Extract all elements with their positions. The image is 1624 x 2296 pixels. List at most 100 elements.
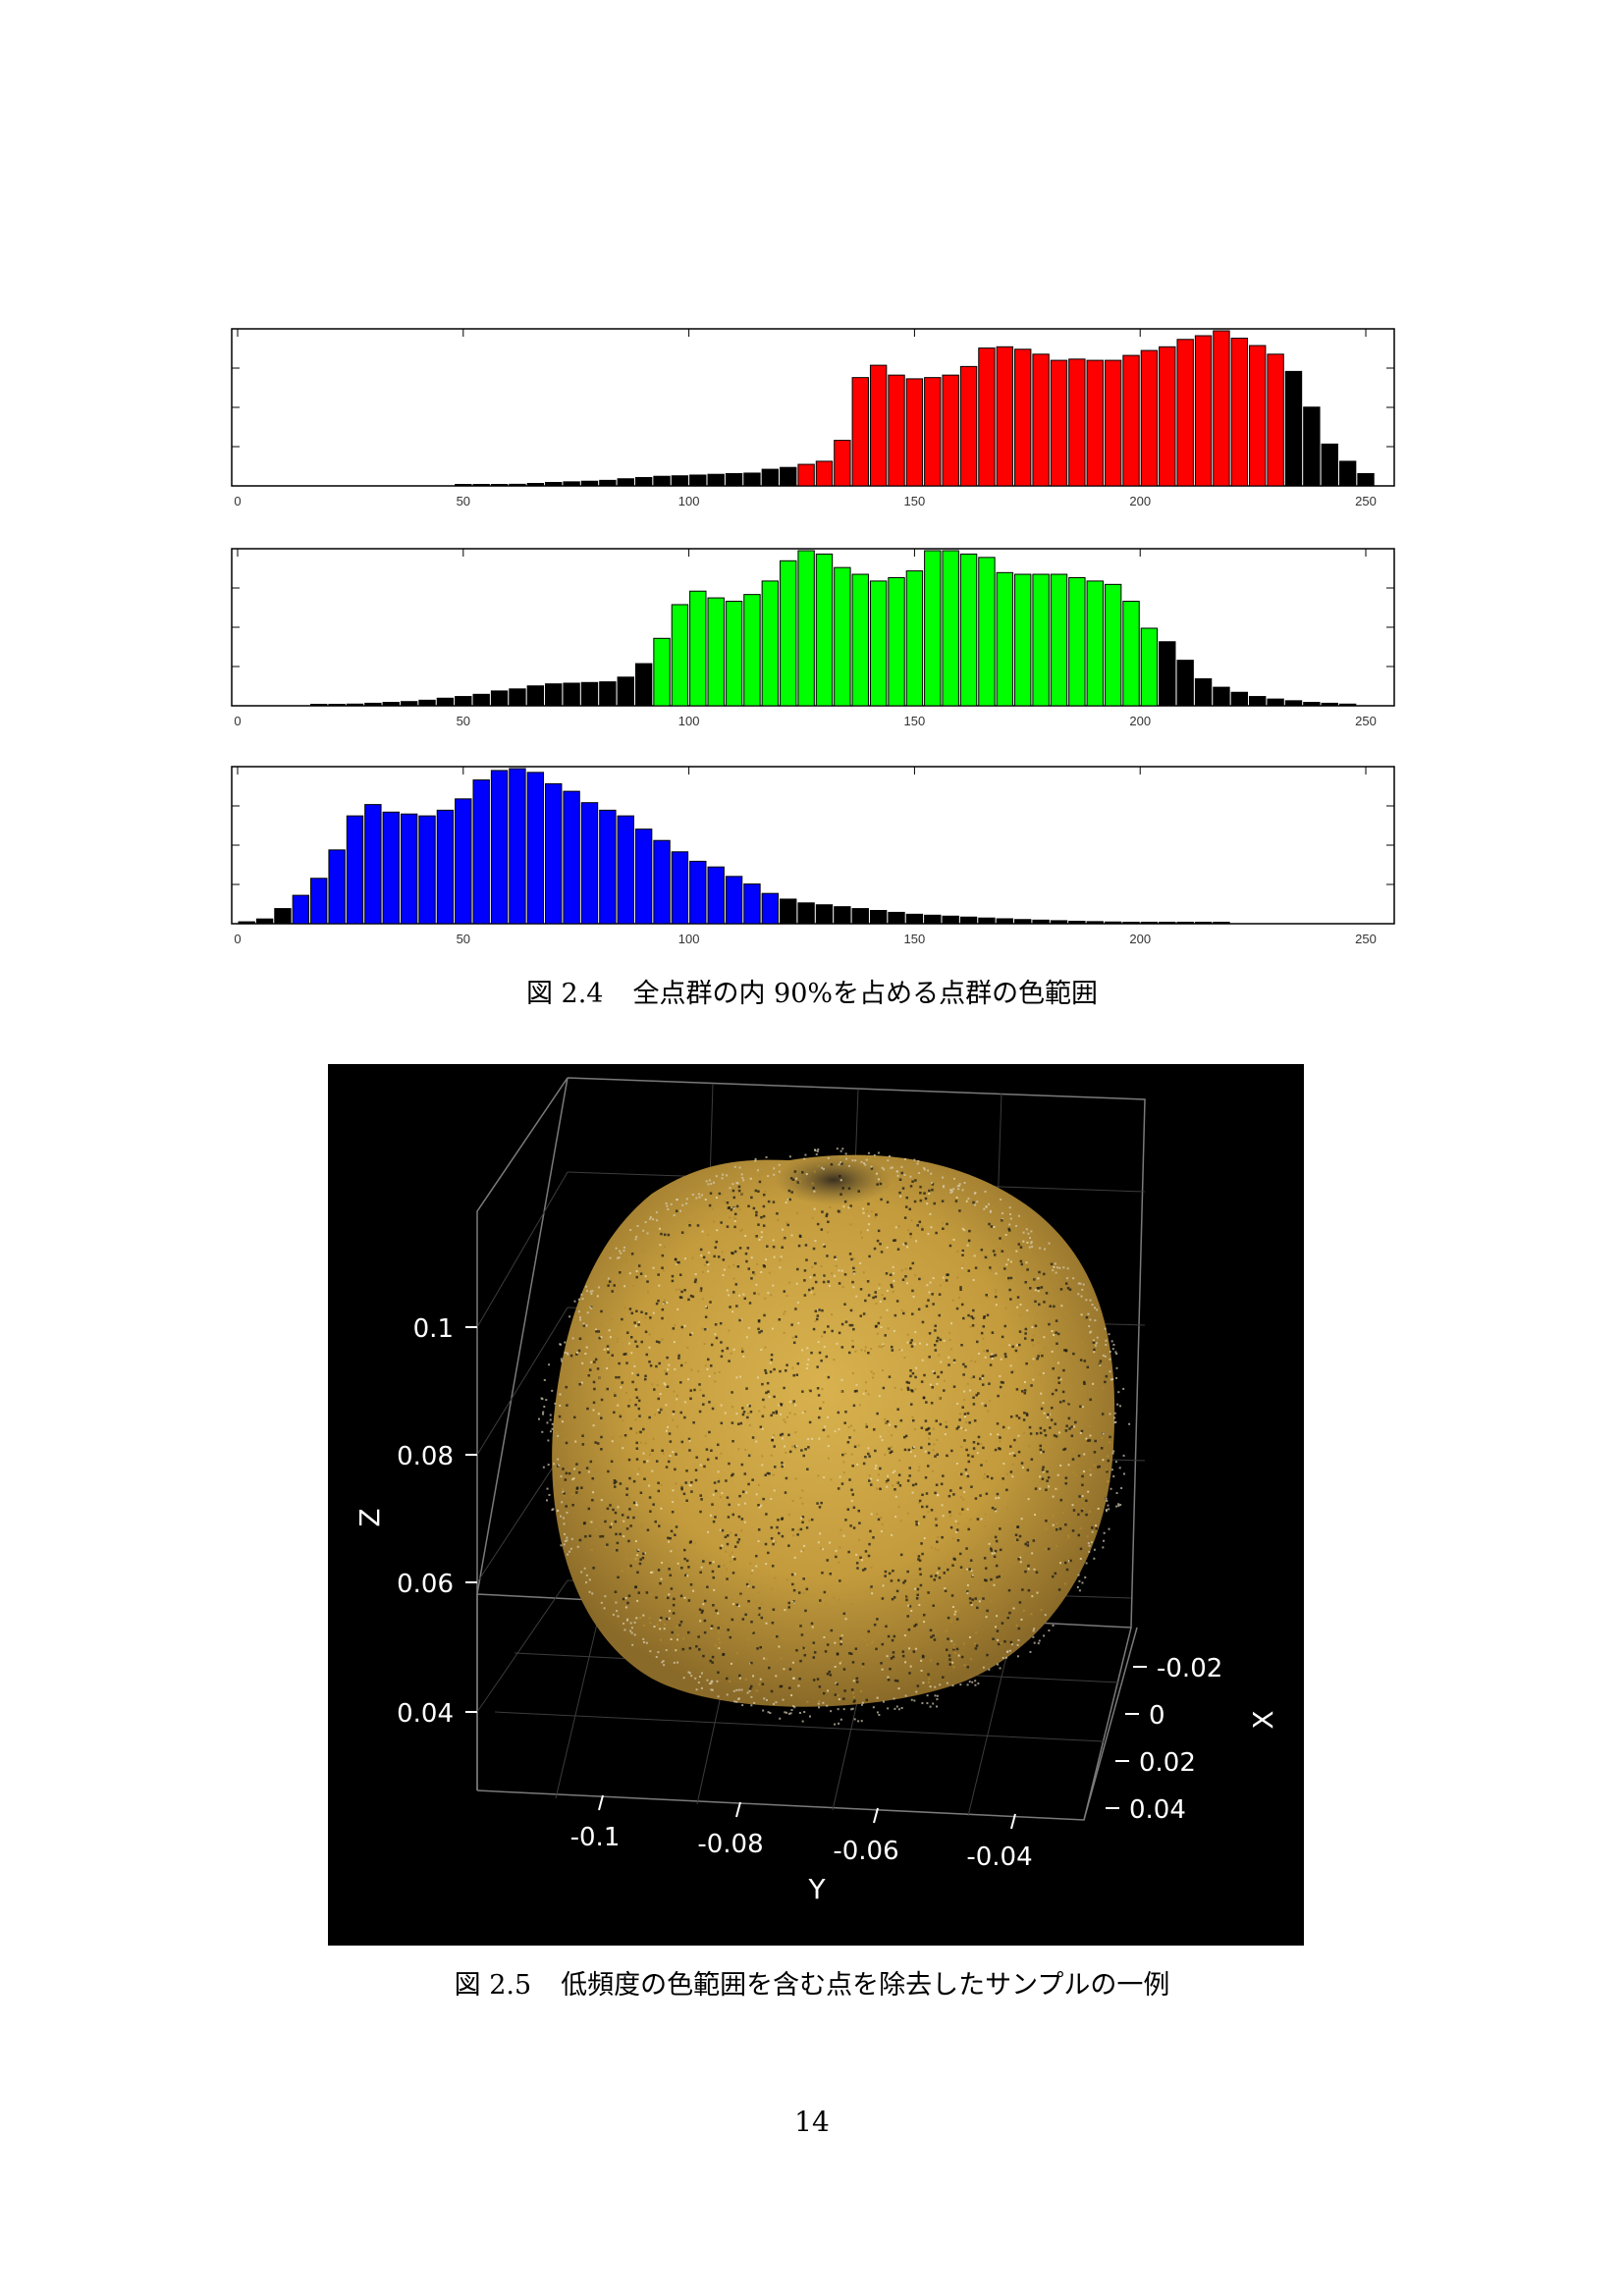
histogram-bar [725, 876, 743, 925]
x-tick-label: 0 [234, 932, 241, 946]
histogram-bar [580, 681, 599, 707]
histogram-bar [1122, 601, 1140, 707]
x-tick-label: 50 [457, 714, 470, 728]
histogram-bar [545, 782, 563, 925]
y-tick-label: -0.06 [833, 1837, 898, 1866]
histogram-bar [834, 440, 851, 487]
histogram-bar [1176, 339, 1194, 487]
histogram-bar [1104, 359, 1122, 487]
histogram-bar [851, 908, 869, 925]
histogram-bar [869, 910, 888, 925]
histogram-bar [509, 768, 526, 925]
histogram-bar [815, 553, 834, 707]
histogram-bar [1032, 919, 1050, 925]
histogram-bar [978, 917, 996, 925]
figure-2-5-caption: 図 2.5 低頻度の色範囲を含む点を除去したサンプルの一例 [0, 1963, 1624, 2002]
histogram-bar [292, 894, 310, 925]
apple-point-cloud [538, 1148, 1131, 1726]
histogram-blue: 0 50 100 150 200 250 [231, 766, 1395, 946]
histogram-bar [1140, 349, 1159, 487]
x-tick-label: 0 [1149, 1701, 1165, 1731]
point-cloud-figure: 0.1 0.08 0.06 0.04 Z -0.1 -0.08 -0.06 -0… [328, 1064, 1304, 1946]
histogram-bar [545, 683, 563, 707]
z-axis-ticks [465, 1326, 1147, 1830]
z-tick-label: 0.08 [397, 1442, 454, 1471]
histogram-bar [1159, 922, 1176, 925]
x-tick-label: 50 [457, 932, 470, 946]
histogram-bar [1176, 922, 1194, 925]
histogram-bar [1122, 922, 1140, 925]
histogram-bar [1122, 354, 1140, 487]
histogram-bar [959, 553, 978, 707]
histogram-bar [1194, 335, 1213, 487]
histogram-bar [526, 685, 545, 707]
histogram-bar [743, 472, 761, 487]
histogram-bar [418, 815, 436, 925]
x-tick-label: -0.02 [1157, 1654, 1222, 1683]
histogram-bar [599, 809, 617, 925]
histogram-bar [1159, 346, 1176, 487]
histogram-bar [400, 813, 418, 925]
x-tick-label: 200 [1129, 932, 1151, 946]
histogram-bar [436, 809, 455, 925]
histogram-blue-svg: 0 50 100 150 200 250 [231, 766, 1395, 946]
histogram-bar [1014, 919, 1032, 925]
histogram-bar [1357, 472, 1375, 487]
histogram-bar [1303, 406, 1321, 487]
x-tick-label: 150 [904, 714, 926, 728]
histogram-bar [1213, 686, 1230, 707]
y-tick-label: -0.04 [966, 1842, 1032, 1872]
histogram-bar [1086, 359, 1104, 487]
histogram-bar [1267, 353, 1284, 487]
histogram-bar [328, 849, 346, 925]
histogram-bar [1086, 921, 1104, 925]
histogram-bar [490, 770, 509, 925]
y-tick-label: -0.08 [697, 1830, 763, 1859]
histogram-bar [1230, 691, 1249, 707]
histogram-bar [851, 573, 869, 707]
histogram-bar [924, 550, 942, 707]
histogram-bar [707, 473, 725, 487]
histogram-bar [400, 701, 418, 707]
histogram-bar [328, 704, 346, 707]
x-tick-label: 200 [1129, 714, 1151, 728]
histogram-bar [905, 913, 924, 925]
histogram-bar [924, 914, 942, 925]
point-cloud-plot: 0.1 0.08 0.06 0.04 Z -0.1 -0.08 -0.06 -0… [353, 1077, 1279, 1905]
histogram-bar [725, 472, 743, 487]
histogram-bar [1140, 922, 1159, 925]
histogram-bar [959, 916, 978, 925]
histogram-bar [1321, 443, 1338, 487]
histogram-bar [563, 481, 580, 487]
histogram-bar [634, 663, 653, 707]
histogram-bar [689, 474, 707, 487]
histogram-bar [780, 560, 797, 707]
x-tick-label: 250 [1355, 714, 1377, 728]
histogram-bar [1014, 573, 1032, 707]
histogram-bar [599, 681, 617, 707]
x-tick-label: 100 [678, 714, 700, 728]
histogram-bar [1050, 573, 1068, 707]
histogram-bar [455, 798, 472, 925]
histogram-bar [653, 637, 671, 707]
histogram-bar [509, 483, 526, 487]
histogram-bar [1050, 920, 1068, 925]
histogram-bar [996, 918, 1014, 925]
histogram-bar [725, 601, 743, 707]
histogram-bar [743, 883, 761, 925]
histogram-bar [455, 484, 472, 487]
histogram-bar [346, 703, 364, 707]
histogram-bar [1249, 345, 1267, 487]
histogram-bar [942, 374, 959, 487]
histogram-bar [978, 347, 996, 487]
histogram-bar [671, 851, 689, 925]
x-tick-label: 100 [678, 932, 700, 946]
figure-2-4-number: 図 2.4 [525, 979, 604, 1009]
y-axis-label: Y [807, 1873, 826, 1905]
figure-2-4-caption: 図 2.4 全点群の内 90%を占める点群の色範囲 [0, 972, 1624, 1010]
x-tick-label: 250 [1355, 932, 1377, 946]
x-tick-label: 0 [234, 494, 241, 508]
histogram-bar [617, 676, 634, 707]
histogram-bar [1303, 702, 1321, 707]
histogram-bar [255, 918, 274, 925]
